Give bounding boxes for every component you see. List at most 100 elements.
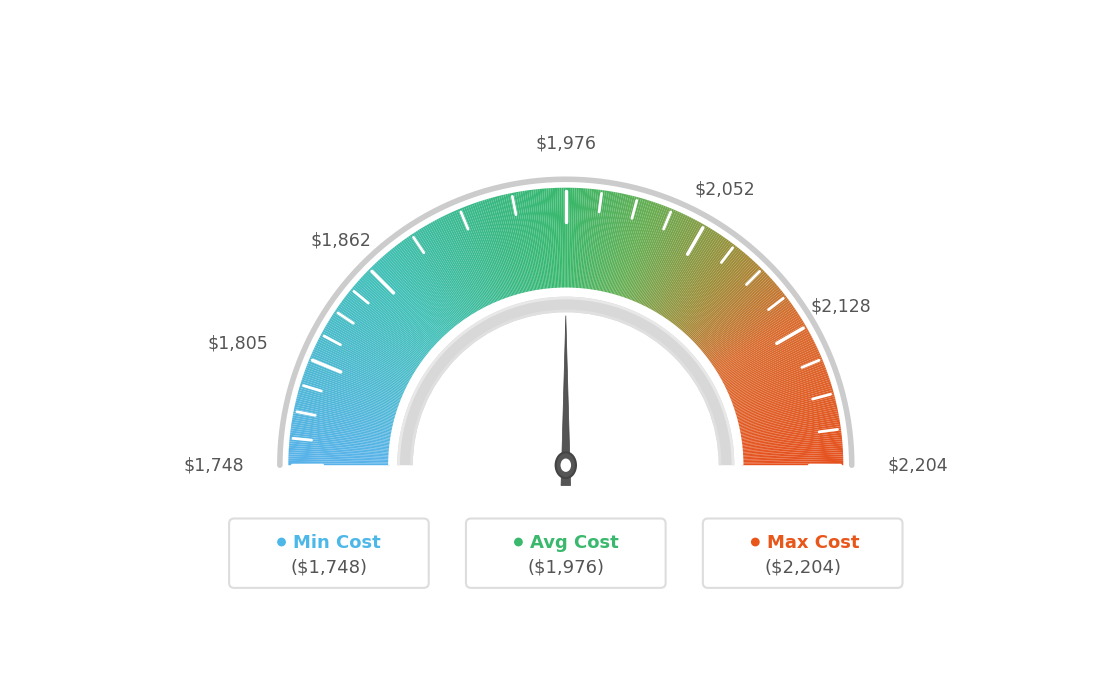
- Wedge shape: [628, 206, 666, 301]
- Wedge shape: [527, 190, 542, 291]
- Wedge shape: [740, 420, 840, 437]
- Wedge shape: [288, 461, 390, 464]
- Wedge shape: [309, 359, 403, 399]
- Wedge shape: [721, 335, 813, 384]
- Wedge shape: [735, 390, 834, 419]
- Wedge shape: [428, 223, 480, 313]
- Wedge shape: [297, 396, 395, 423]
- Wedge shape: [684, 260, 754, 336]
- Wedge shape: [592, 191, 609, 291]
- Wedge shape: [730, 365, 826, 403]
- Wedge shape: [742, 457, 843, 461]
- Wedge shape: [348, 292, 428, 356]
- Wedge shape: [365, 272, 439, 344]
- Wedge shape: [611, 197, 639, 295]
- Wedge shape: [304, 371, 401, 407]
- Wedge shape: [290, 426, 392, 442]
- Wedge shape: [647, 219, 696, 310]
- Wedge shape: [301, 380, 399, 412]
- Wedge shape: [524, 190, 541, 291]
- Wedge shape: [511, 193, 533, 293]
- Wedge shape: [466, 206, 503, 301]
- Wedge shape: [300, 382, 399, 413]
- Wedge shape: [384, 254, 452, 333]
- Wedge shape: [464, 206, 502, 302]
- Wedge shape: [371, 266, 444, 339]
- Wedge shape: [735, 392, 834, 420]
- Wedge shape: [367, 270, 440, 343]
- Wedge shape: [349, 290, 429, 355]
- Wedge shape: [319, 337, 410, 385]
- Wedge shape: [725, 347, 818, 391]
- Wedge shape: [676, 248, 741, 328]
- Wedge shape: [368, 269, 442, 342]
- Wedge shape: [720, 330, 809, 380]
- Wedge shape: [289, 435, 391, 447]
- Wedge shape: [410, 235, 468, 319]
- Wedge shape: [361, 277, 436, 347]
- Wedge shape: [309, 357, 404, 398]
- Wedge shape: [567, 188, 570, 289]
- Wedge shape: [329, 318, 416, 373]
- Wedge shape: [581, 189, 592, 290]
- Wedge shape: [691, 270, 765, 343]
- Wedge shape: [702, 290, 783, 355]
- Wedge shape: [731, 369, 827, 406]
- Wedge shape: [736, 398, 836, 424]
- Wedge shape: [298, 390, 396, 419]
- Text: ($1,976): ($1,976): [528, 558, 604, 576]
- Text: ($2,204): ($2,204): [764, 558, 841, 576]
- Wedge shape: [639, 213, 684, 306]
- Text: $1,976: $1,976: [535, 135, 596, 152]
- Wedge shape: [741, 437, 842, 448]
- Wedge shape: [400, 242, 461, 324]
- Wedge shape: [596, 192, 616, 292]
- Wedge shape: [675, 247, 740, 328]
- Wedge shape: [736, 394, 835, 422]
- Wedge shape: [339, 304, 423, 364]
- Wedge shape: [719, 328, 808, 380]
- Wedge shape: [289, 446, 391, 454]
- Wedge shape: [403, 239, 464, 323]
- Wedge shape: [288, 454, 390, 460]
- Wedge shape: [575, 188, 583, 290]
- Wedge shape: [640, 214, 686, 306]
- Wedge shape: [729, 359, 822, 399]
- Wedge shape: [421, 228, 475, 315]
- Wedge shape: [439, 217, 487, 308]
- Wedge shape: [288, 457, 390, 461]
- Wedge shape: [337, 308, 421, 366]
- Wedge shape: [732, 373, 828, 408]
- Wedge shape: [503, 195, 528, 294]
- Wedge shape: [686, 262, 756, 337]
- Wedge shape: [715, 318, 803, 373]
- Wedge shape: [690, 269, 764, 342]
- Wedge shape: [742, 450, 843, 457]
- Wedge shape: [516, 192, 535, 292]
- Wedge shape: [290, 428, 392, 443]
- Wedge shape: [312, 349, 406, 393]
- Wedge shape: [733, 377, 830, 411]
- Wedge shape: [289, 444, 391, 453]
- Wedge shape: [482, 200, 514, 297]
- Wedge shape: [296, 398, 395, 424]
- Wedge shape: [603, 194, 626, 293]
- Wedge shape: [740, 428, 841, 443]
- Wedge shape: [358, 280, 435, 349]
- Wedge shape: [683, 259, 753, 335]
- Text: $1,862: $1,862: [310, 231, 371, 249]
- Wedge shape: [718, 324, 806, 377]
- Circle shape: [514, 538, 523, 546]
- Wedge shape: [290, 433, 391, 446]
- Wedge shape: [731, 367, 826, 404]
- Wedge shape: [710, 306, 794, 365]
- Wedge shape: [739, 411, 838, 432]
- Wedge shape: [363, 274, 438, 345]
- Wedge shape: [698, 282, 775, 350]
- Wedge shape: [661, 232, 718, 318]
- Wedge shape: [636, 210, 678, 304]
- Wedge shape: [565, 188, 567, 289]
- Wedge shape: [480, 201, 512, 298]
- Wedge shape: [300, 384, 397, 415]
- Wedge shape: [580, 188, 590, 290]
